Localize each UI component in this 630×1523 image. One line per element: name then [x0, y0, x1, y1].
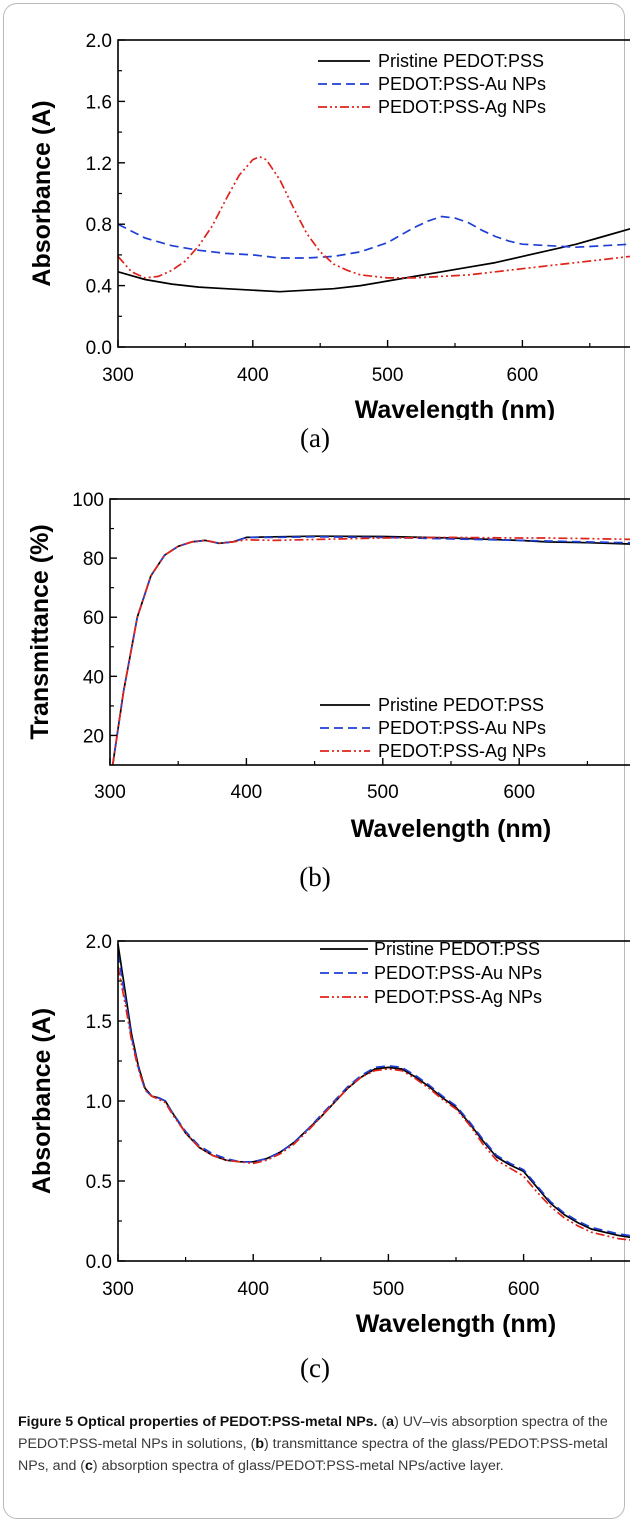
series-line-2	[111, 535, 630, 766]
x-tick-label: 300	[102, 365, 134, 386]
legend-label: Pristine PEDOT:PSS	[378, 695, 544, 715]
plot-frame	[109, 498, 630, 766]
y-tick-label: 0.8	[86, 215, 112, 236]
x-tick-label: 600	[508, 1279, 540, 1300]
y-tick-label: 60	[83, 608, 104, 629]
panel-label-c: (c)	[300, 1353, 330, 1383]
figure-caption: Figure 5 Optical properties of PEDOT:PSS…	[18, 1411, 616, 1477]
y-tick-label: 100	[72, 490, 104, 511]
caption-title: Figure 5 Optical properties of PEDOT:PSS…	[18, 1414, 378, 1430]
series-line-2	[117, 215, 630, 259]
x-axis-title: Wavelength (nm)	[356, 1310, 556, 1338]
caption-body: (a) UV–vis absorption spectra of the PED…	[18, 1414, 608, 1474]
x-tick-label: 600	[503, 782, 535, 803]
chart-b-svg: 30040050060070080020406080100Wavelength …	[26, 490, 630, 843]
x-tick-label: 400	[231, 782, 263, 803]
legend-label: PEDOT:PSS-Au NPs	[378, 74, 546, 94]
y-axis-title: Absorbance (A)	[28, 1008, 56, 1194]
legend: Pristine PEDOT:PSS PEDOT:PSS-Au NPs PEDOT:…	[318, 51, 546, 117]
legend-label: PEDOT:PSS-Ag NPs	[374, 987, 542, 1007]
series-line-3	[117, 966, 630, 1241]
plot-frame	[117, 39, 630, 348]
series-line-1	[111, 535, 630, 766]
x-tick-label: 600	[507, 365, 539, 386]
x-tick-label: 500	[367, 782, 399, 803]
y-tick-label: 2.0	[86, 31, 112, 52]
y-tick-label: 1.0	[86, 1092, 112, 1113]
legend-label: PEDOT:PSS-Ag NPs	[378, 97, 546, 117]
legend-label: Pristine PEDOT:PSS	[374, 939, 540, 959]
y-tick-label: 0.5	[86, 1172, 112, 1193]
legend-label: PEDOT:PSS-Au NPs	[374, 963, 542, 983]
x-tick-label: 500	[372, 365, 404, 386]
caption-panel-ref: b	[255, 1436, 264, 1452]
y-tick-label: 0.4	[86, 277, 113, 298]
caption-text: ) absorption spectra of glass/PEDOT:PSS-…	[92, 1458, 504, 1474]
series-line-3	[111, 536, 630, 766]
chart-a-svg: 3004005006007008000.00.40.81.21.62.0Wave…	[28, 31, 630, 424]
x-tick-label: 300	[102, 1279, 134, 1300]
caption-text: ) UV–vis absorption spectra of the PEDOT…	[18, 1414, 608, 1452]
panel-label-b: (b)	[299, 862, 331, 892]
x-tick-label: 300	[94, 782, 126, 803]
y-tick-label: 2.0	[86, 932, 112, 953]
y-axis-title: Transmittance (%)	[26, 524, 54, 739]
y-tick-label: 1.5	[86, 1012, 112, 1033]
chart-panel-c: 3004005006007008000.00.51.01.52.0Wavelen…	[0, 920, 630, 1410]
legend: Pristine PEDOT:PSS PEDOT:PSS-Au NPs PEDOT:…	[320, 695, 546, 761]
legend-label: Pristine PEDOT:PSS	[378, 51, 544, 71]
panel-label-a: (a)	[300, 423, 330, 453]
x-axis-title: Wavelength (nm)	[355, 396, 555, 420]
series-line-3	[117, 155, 630, 279]
chart-c-svg: 3004005006007008000.00.51.01.52.0Wavelen…	[28, 932, 630, 1338]
x-tick-label: 500	[373, 1279, 405, 1300]
chart-panel-a: 3004005006007008000.00.40.81.21.62.0Wave…	[0, 0, 630, 480]
chart-panel-b: 30040050060070080020406080100Wavelength …	[0, 480, 630, 920]
caption-text: ) transmittance spectra of the glass/PED…	[18, 1436, 608, 1474]
series-line-1	[117, 227, 630, 293]
legend-label: PEDOT:PSS-Ag NPs	[378, 741, 546, 761]
y-tick-label: 20	[83, 726, 104, 747]
y-tick-label: 80	[83, 549, 104, 570]
x-axis-title: Wavelength (nm)	[351, 815, 551, 843]
y-tick-label: 1.6	[86, 92, 112, 113]
y-tick-label: 0.0	[86, 1252, 112, 1273]
caption-panel-ref: a	[386, 1414, 395, 1430]
caption-panel-ref: c	[85, 1458, 93, 1474]
caption-text: (	[377, 1414, 387, 1430]
x-tick-label: 400	[237, 1279, 269, 1300]
y-tick-label: 40	[83, 667, 104, 688]
y-axis-title: Absorbance (A)	[28, 100, 56, 286]
legend-label: PEDOT:PSS-Au NPs	[378, 718, 546, 738]
x-tick-label: 400	[237, 365, 269, 386]
y-tick-label: 0.0	[86, 338, 112, 359]
y-tick-label: 1.2	[86, 154, 112, 175]
legend: Pristine PEDOT:PSS PEDOT:PSS-Au NPs PEDOT:…	[320, 939, 542, 1007]
